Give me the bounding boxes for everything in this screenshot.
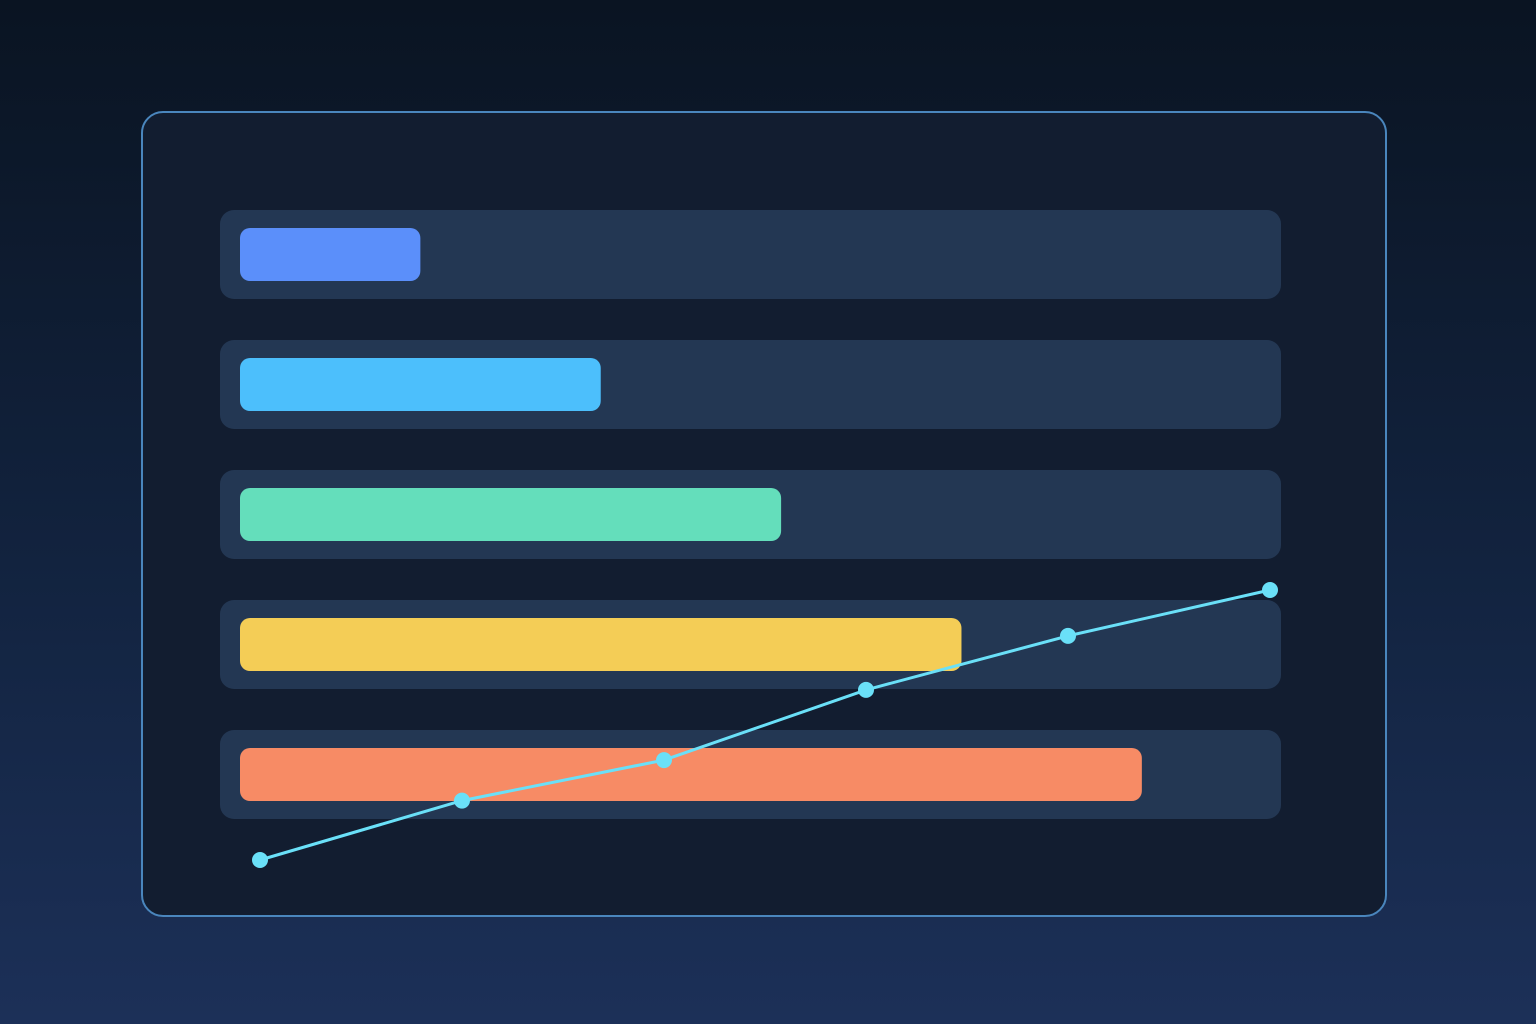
trend-point-6: [1262, 582, 1278, 598]
bars-layer: [220, 210, 1281, 819]
trend-line: [259, 588, 1271, 862]
bar-5: [240, 748, 1142, 801]
line-layer: [252, 582, 1278, 868]
bar-1: [240, 228, 421, 281]
trend-point-1: [252, 852, 268, 868]
bar-4: [240, 618, 962, 671]
bar-2: [240, 358, 601, 411]
trend-point-5: [1060, 627, 1076, 644]
trend-point-2: [454, 792, 470, 809]
trend-point-4: [858, 681, 874, 698]
bar-3: [240, 488, 782, 541]
bar-track-1: [220, 210, 1281, 299]
trend-point-3: [656, 752, 672, 769]
